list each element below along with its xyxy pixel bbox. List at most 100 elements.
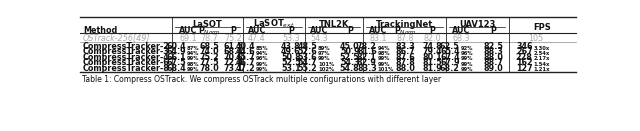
Text: 94%: 94%: [187, 51, 200, 56]
Text: 162: 162: [516, 58, 532, 67]
Text: 88.0: 88.0: [396, 64, 415, 73]
Text: 53.3: 53.3: [282, 34, 300, 43]
Text: CompressTracker-4: CompressTracker-4: [83, 53, 170, 62]
Text: 102%: 102%: [318, 67, 334, 72]
Text: 77.5: 77.5: [200, 58, 220, 67]
Text: 54.8: 54.8: [340, 64, 360, 73]
Text: FPS: FPS: [533, 23, 551, 32]
Text: 47.2: 47.2: [236, 64, 255, 73]
Text: LaSOT$_{\it{ext}}$: LaSOT$_{\it{ext}}$: [253, 18, 294, 30]
Text: 94%: 94%: [378, 46, 390, 51]
Text: 99%: 99%: [256, 62, 268, 67]
Text: 52.6: 52.6: [298, 47, 317, 56]
Text: 1.54x: 1.54x: [533, 62, 550, 67]
Text: 89.0: 89.0: [483, 64, 503, 73]
Text: 2.54x: 2.54x: [533, 51, 550, 56]
Text: 74.0: 74.0: [200, 47, 220, 56]
Text: 46.7: 46.7: [236, 58, 255, 67]
Text: 346: 346: [516, 42, 532, 51]
Text: 87.6: 87.6: [396, 53, 415, 62]
Text: 68.5: 68.5: [200, 42, 220, 51]
Text: UAV123: UAV123: [459, 20, 495, 29]
Text: 99%: 99%: [187, 67, 200, 72]
Text: Method: Method: [83, 26, 117, 35]
Text: 47.4: 47.4: [248, 34, 266, 43]
Text: 99%: 99%: [461, 56, 473, 61]
Text: 101%: 101%: [378, 67, 394, 72]
Text: 87.8: 87.8: [397, 34, 414, 43]
Text: OSTrack-256[49]: OSTrack-256[49]: [83, 34, 150, 43]
Text: AUC: AUC: [369, 26, 388, 35]
Text: 70.6: 70.6: [223, 53, 243, 62]
Text: 88.7: 88.7: [483, 58, 503, 67]
Text: 45.0: 45.0: [340, 42, 360, 51]
Text: 98%: 98%: [378, 51, 390, 56]
Text: 98%: 98%: [187, 62, 200, 67]
Text: 81.5: 81.5: [423, 58, 442, 67]
Text: 53.6: 53.6: [298, 53, 317, 62]
Text: AUC: AUC: [179, 26, 198, 35]
Text: 52.5: 52.5: [340, 53, 360, 62]
Text: 82.0: 82.0: [424, 34, 442, 43]
Text: CompressTracker-6: CompressTracker-6: [83, 58, 170, 67]
Text: 99%: 99%: [461, 67, 473, 72]
Text: 83.1: 83.1: [370, 34, 387, 43]
Text: P: P: [429, 26, 436, 35]
Text: 94%: 94%: [256, 51, 268, 56]
Text: 52.5: 52.5: [281, 58, 301, 67]
Text: 3.30x: 3.30x: [533, 46, 550, 51]
Text: 99%: 99%: [378, 62, 390, 67]
Text: 83.3: 83.3: [396, 42, 415, 51]
Text: 65.4: 65.4: [440, 47, 460, 56]
Text: 89%: 89%: [318, 46, 330, 51]
Text: AUC: AUC: [310, 26, 328, 35]
Text: 80.1: 80.1: [423, 53, 442, 62]
Text: 62.5: 62.5: [440, 42, 460, 51]
Text: 45.7: 45.7: [236, 53, 255, 62]
Text: TrackingNet: TrackingNet: [376, 20, 433, 29]
Text: 50.8: 50.8: [281, 53, 301, 62]
Text: 105: 105: [528, 34, 543, 43]
Text: 72.4: 72.4: [223, 58, 243, 67]
Text: 60.4: 60.4: [166, 42, 186, 51]
Text: 67.5: 67.5: [166, 58, 186, 67]
Text: 88.0: 88.0: [483, 53, 503, 62]
Text: 74.8: 74.8: [423, 42, 442, 51]
Text: 73.1: 73.1: [223, 64, 243, 73]
Text: 66.1: 66.1: [166, 53, 186, 62]
Text: 88.3: 88.3: [483, 47, 503, 56]
Text: 78.2: 78.2: [357, 42, 377, 51]
Text: 79.4: 79.4: [423, 47, 442, 56]
Text: 49.6: 49.6: [281, 47, 301, 56]
Text: AUC: AUC: [248, 26, 266, 35]
Text: 101%: 101%: [318, 62, 334, 67]
Text: P: P: [288, 26, 294, 35]
Text: 78.0: 78.0: [200, 64, 220, 73]
Text: 54.3: 54.3: [310, 34, 328, 43]
Text: 44.6: 44.6: [236, 47, 255, 56]
Text: 75.2: 75.2: [200, 53, 220, 62]
Text: 54.7: 54.7: [298, 58, 317, 67]
Text: 67.4: 67.4: [440, 53, 460, 62]
Text: 99%: 99%: [378, 56, 390, 61]
Text: 87%: 87%: [187, 46, 200, 51]
Text: P: P: [230, 26, 236, 35]
Text: 53.1: 53.1: [281, 64, 301, 73]
Text: 96%: 96%: [461, 51, 473, 56]
Text: 55.2: 55.2: [298, 64, 317, 73]
Text: 68.4: 68.4: [223, 47, 243, 56]
Text: 82.5: 82.5: [483, 42, 503, 51]
Text: 67.9: 67.9: [440, 58, 460, 67]
Text: 86.7: 86.7: [396, 47, 415, 56]
Text: 99%: 99%: [256, 67, 268, 72]
Text: 97%: 97%: [318, 51, 330, 56]
Text: 75.2: 75.2: [225, 34, 243, 43]
Text: 43.8: 43.8: [281, 42, 301, 51]
Text: CompressTracker-8: CompressTracker-8: [83, 64, 170, 73]
Text: 85%: 85%: [256, 46, 269, 51]
Text: 228: 228: [516, 53, 532, 62]
Text: 54.3: 54.3: [340, 58, 360, 67]
Text: 81.9: 81.9: [423, 64, 442, 73]
Text: LaSOT: LaSOT: [193, 20, 222, 29]
Text: 99%: 99%: [187, 56, 200, 61]
